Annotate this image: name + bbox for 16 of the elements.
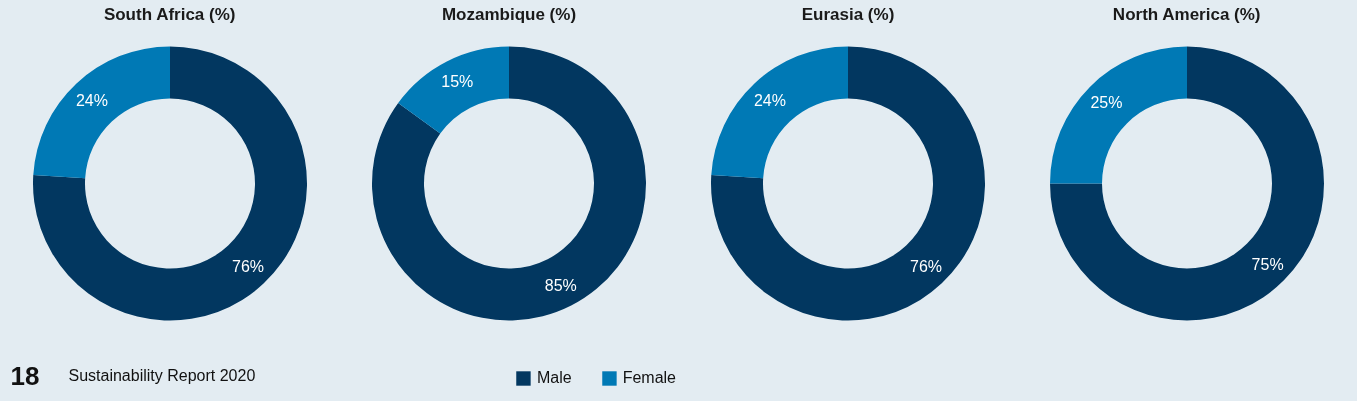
data-label: 76% (910, 258, 943, 276)
chart-title: Mozambique (%) (441, 4, 577, 24)
data-label: 15% (441, 73, 474, 91)
text: Sustainability Report 2020 (68, 367, 256, 384)
data-label: 75% (1251, 255, 1284, 273)
data-label: 76% (232, 258, 265, 276)
chart-title: Eurasia (%) (801, 4, 895, 24)
data-label: 85% (544, 276, 577, 294)
data-label: 25% (1090, 94, 1123, 112)
chart-title: North America (%) (1112, 4, 1261, 24)
data-label: 24% (75, 91, 108, 109)
text: 18 (10, 360, 40, 391)
data-label: 24% (753, 91, 786, 109)
chart-title: South Africa (%) (103, 4, 236, 24)
legend-label: Female (622, 369, 676, 387)
legend-label: Male (536, 369, 572, 387)
